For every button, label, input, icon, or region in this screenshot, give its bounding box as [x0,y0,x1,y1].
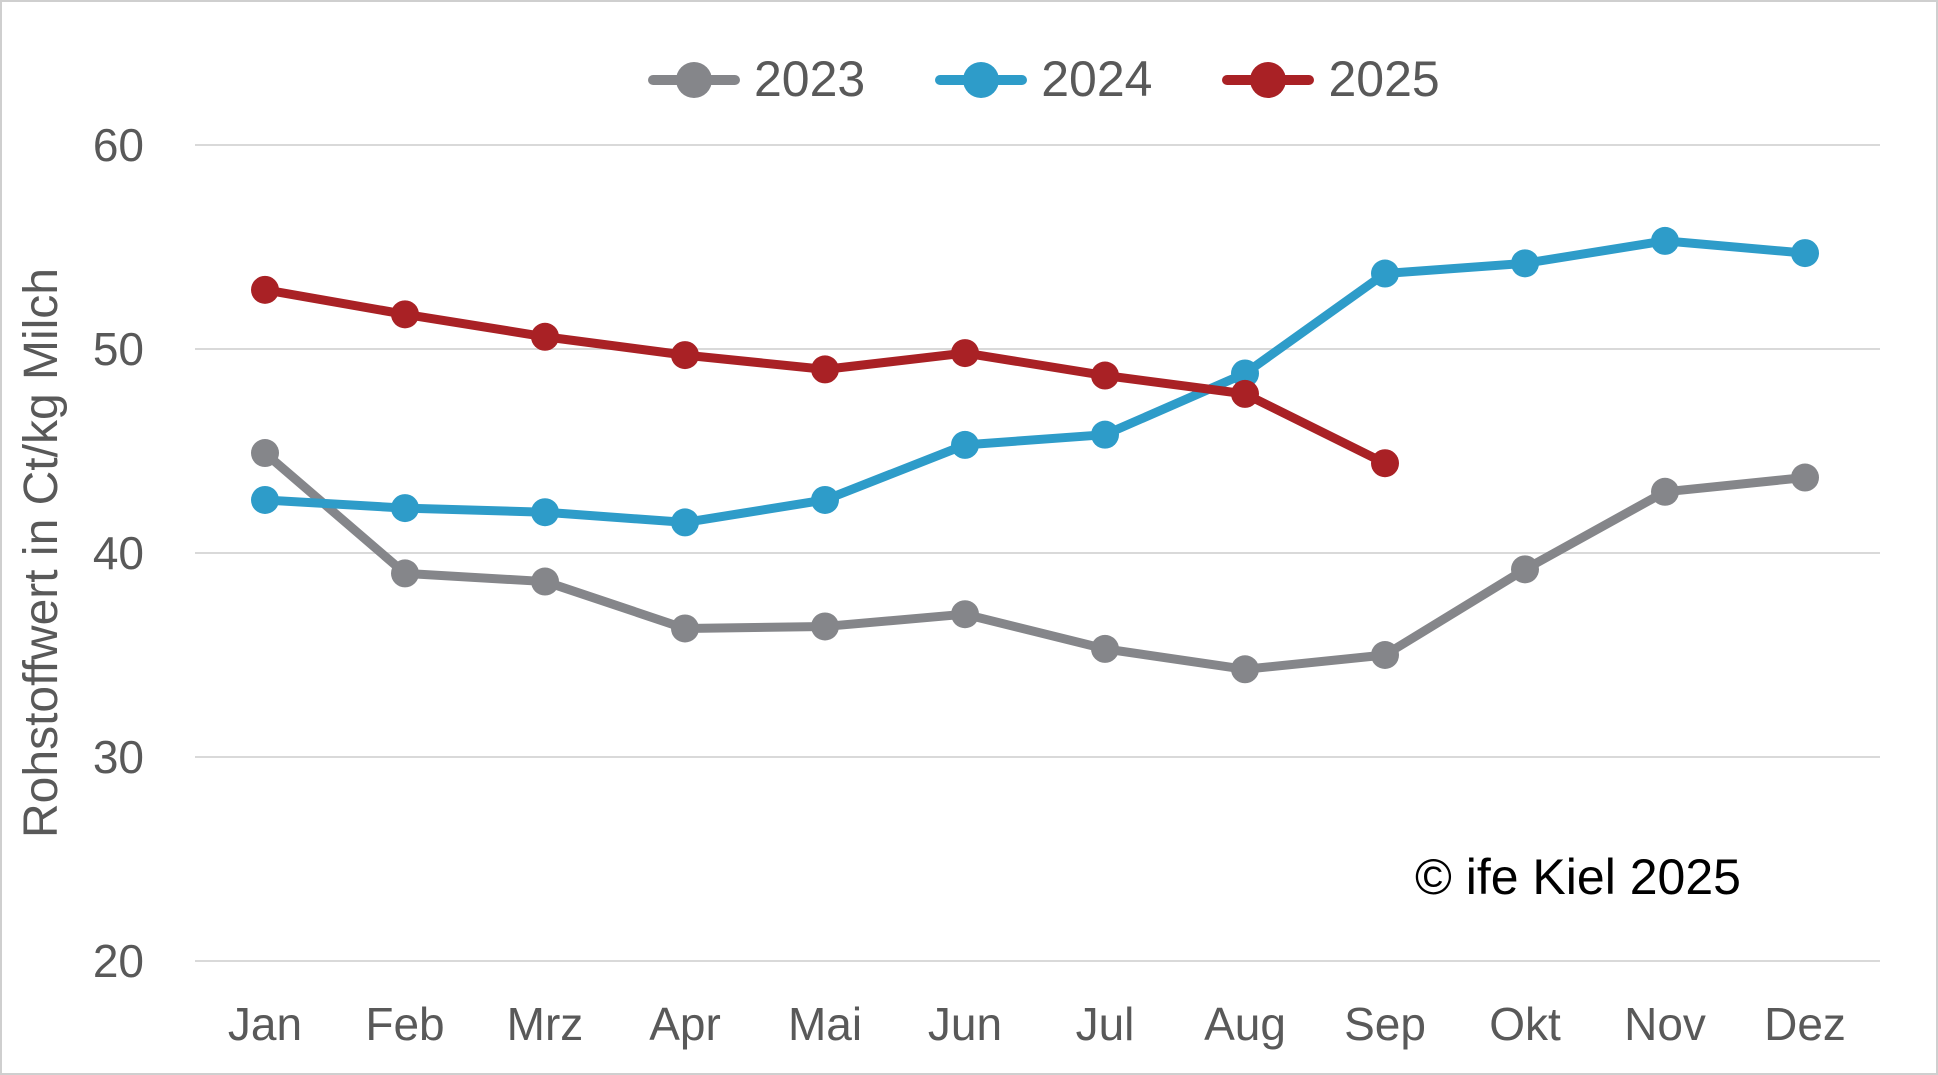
data-point-2024 [1791,239,1819,268]
data-point-2024 [811,485,839,514]
data-point-2025 [1231,379,1259,408]
data-point-2023 [391,559,419,588]
data-point-2023 [1791,463,1819,492]
data-point-2023 [1371,641,1399,669]
x-tick-label: Jul [1076,998,1135,1050]
legend-marker-2024-icon [935,61,1028,98]
legend-label-2024: 2024 [1041,51,1153,107]
data-point-2023 [1091,634,1119,663]
x-tick-label: Aug [1204,998,1286,1050]
y-axis-title: Rohstoffwert in Ct/kg Milch [10,145,72,961]
data-point-2025 [251,275,279,304]
data-point-2023 [251,439,279,468]
legend-item-2023: 2023 [648,52,865,107]
series-line-2024 [260,236,1810,527]
legend-item-2024: 2024 [935,52,1152,107]
legend-label-2023: 2023 [754,51,866,107]
legend-label-2025: 2025 [1328,51,1440,107]
data-point-2023 [671,614,699,643]
x-tick-label: Dez [1764,998,1846,1050]
data-point-2025 [671,341,699,370]
x-tick-label: Feb [365,998,444,1050]
y-axis-title-text: Rohstoffwert in Ct/kg Milch [14,268,68,838]
data-point-2023 [811,612,839,641]
data-point-2024 [1231,359,1259,388]
data-point-2023 [951,600,979,629]
data-point-2024 [1371,259,1399,288]
legend-marker-2025-icon [1222,61,1315,98]
x-tick-label: Okt [1489,998,1561,1050]
x-tick-label: Mrz [507,998,584,1050]
x-tick-label: Nov [1624,998,1706,1050]
copyright-note: © ife Kiel 2025 [1415,849,1741,905]
legend-marker-2023-icon [648,61,740,98]
data-point-2025 [951,339,979,368]
data-point-2023 [531,567,559,596]
chart-legend: 2023 2024 2025 [648,52,1440,107]
x-tick-label: Jan [228,998,302,1050]
data-point-2025 [391,300,419,329]
series-line-2023 [260,448,1810,674]
y-tick-label: 20 [93,935,144,987]
data-point-2024 [1511,249,1539,278]
y-tick-label: 30 [93,731,144,783]
data-point-2023 [1651,477,1679,506]
data-point-2025 [531,322,559,351]
data-point-2023 [1231,655,1259,684]
data-point-2025 [1091,361,1119,390]
data-point-2024 [391,494,419,523]
data-point-2024 [1651,226,1679,255]
data-point-2024 [671,508,699,537]
x-tick-label: Jun [928,998,1002,1050]
data-point-2024 [1091,420,1119,449]
data-point-2025 [811,355,839,384]
data-point-2023 [1511,555,1539,584]
data-point-2024 [531,498,559,527]
y-tick-label: 40 [93,527,144,579]
legend-item-2025: 2025 [1222,51,1440,107]
y-tick-label: 50 [93,323,144,375]
data-point-2025 [1371,449,1399,478]
x-tick-label: Apr [649,998,721,1050]
x-tick-label: Sep [1344,998,1426,1050]
data-point-2024 [251,485,279,514]
data-point-2024 [951,430,979,459]
y-tick-label: 60 [93,119,144,171]
x-tick-label: Mai [788,998,862,1050]
